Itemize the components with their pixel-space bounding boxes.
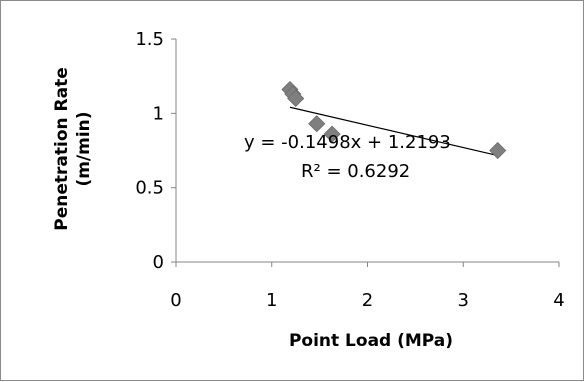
x-axis-title: Point Load (MPa): [289, 331, 453, 351]
x-tick-label: 3: [458, 290, 469, 311]
x-tick-label: 4: [553, 290, 564, 311]
data-point-marker: [489, 141, 507, 160]
y-tick-label: 0.5: [135, 178, 164, 199]
y-tick-label: 1.5: [135, 29, 164, 50]
x-tick-label: 1: [266, 290, 277, 311]
tick-labels: 0 0.5 1 1.5 0 1 2 3 4: [135, 29, 564, 311]
y-axis-title-line2: (m/min): [74, 111, 94, 186]
x-tick-label: 2: [362, 290, 373, 311]
axes: [171, 38, 560, 267]
y-tick-label: 1: [153, 103, 164, 124]
r-squared-label: R² = 0.6292: [301, 161, 410, 182]
x-tick-label: 0: [170, 290, 181, 311]
y-tick-label: 0: [153, 252, 164, 273]
trendline-equation: y = -0.1498x + 1.2193: [244, 132, 451, 153]
data-point-marker: [308, 115, 326, 133]
data-point-marker: [323, 125, 341, 143]
y-axis-title-line1: Penetration Rate: [52, 67, 72, 230]
data-point-marker: [287, 89, 305, 108]
data-points: [281, 80, 507, 160]
trendline: [289, 106, 498, 157]
